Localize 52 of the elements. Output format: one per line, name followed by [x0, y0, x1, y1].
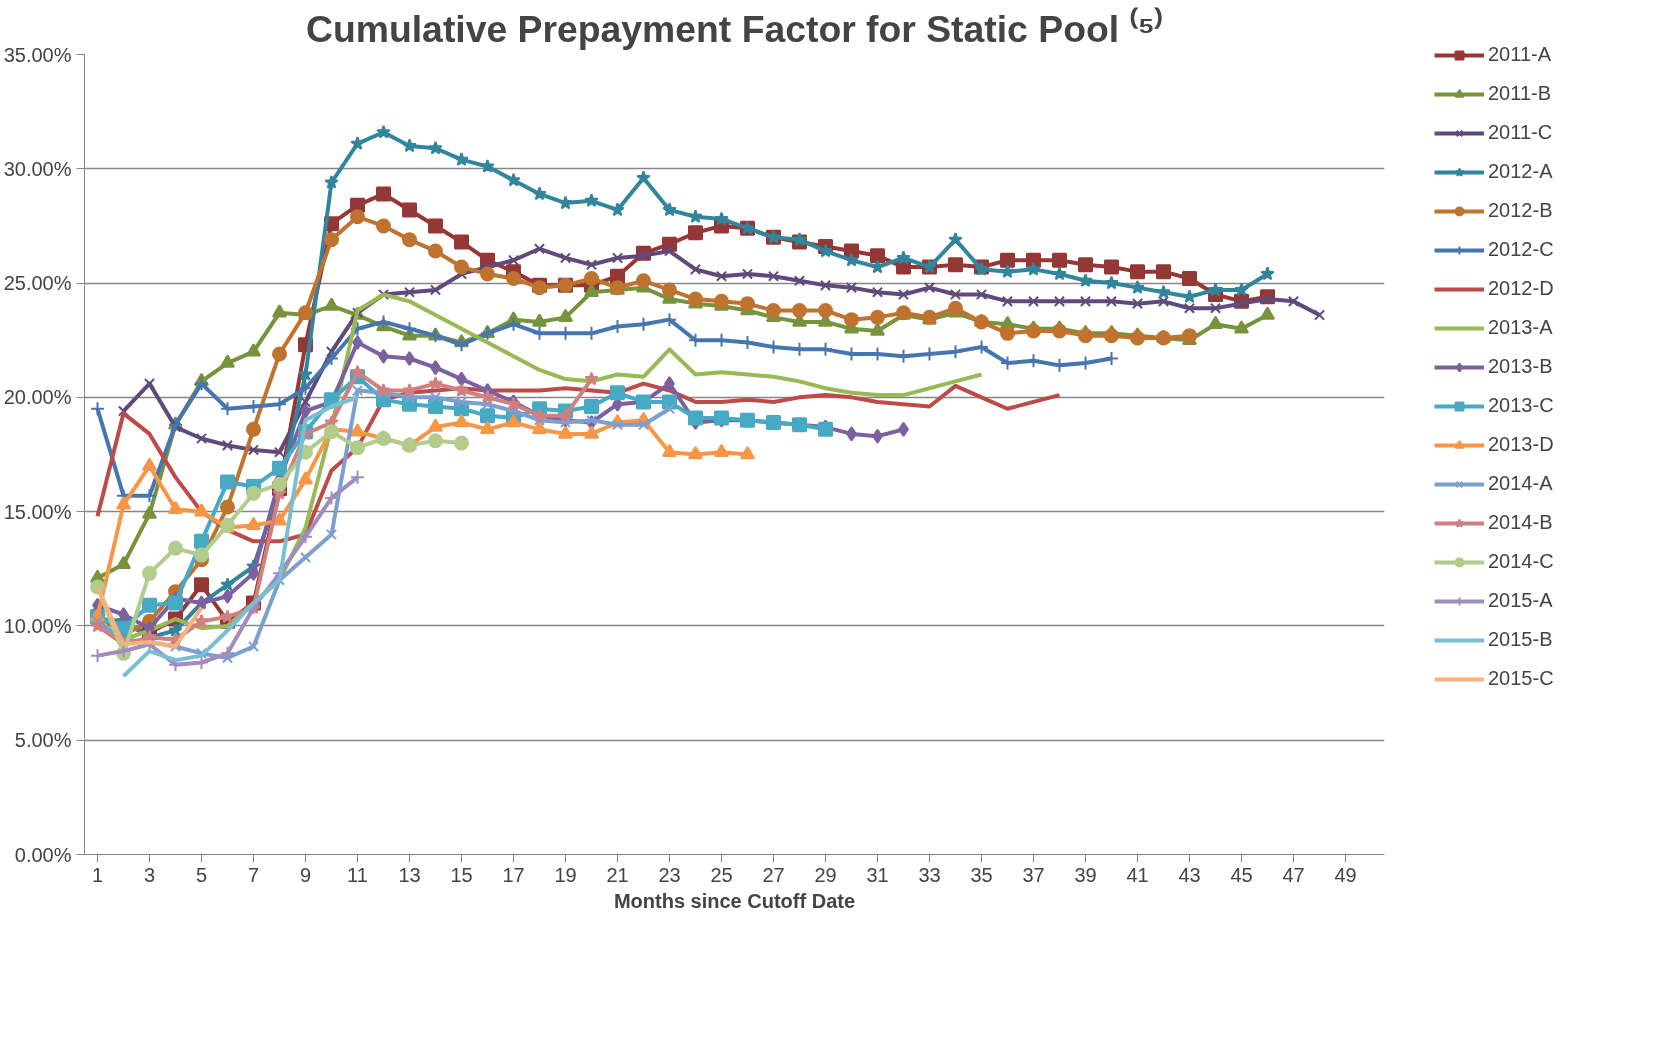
legend-label: 2013-D	[1488, 433, 1555, 457]
legend-label: 2011-A	[1488, 43, 1552, 67]
x-tick-label: 11	[347, 863, 368, 886]
legend-label: 2013-A	[1488, 316, 1554, 340]
legend-label: 2015-C	[1488, 667, 1555, 691]
x-tick-label: 33	[918, 863, 941, 886]
legend-label: 2012-B	[1488, 199, 1554, 223]
y-tick-label: 15.00%	[3, 500, 72, 523]
legend-label: 2014-C	[1488, 550, 1555, 574]
x-tick-label: 35	[970, 863, 993, 886]
x-tick-label: 45	[1230, 863, 1253, 886]
y-tick-label: 0.00%	[14, 843, 72, 866]
x-tick-label: 3	[143, 863, 156, 886]
x-tick-label: 43	[1178, 863, 1201, 886]
x-tick-label: 41	[1126, 863, 1149, 886]
legend-label: 2014-B	[1488, 511, 1554, 535]
legend-label: 2013-B	[1488, 355, 1554, 379]
x-tick-label: 1	[91, 863, 104, 886]
legend-label: 2013-C	[1488, 394, 1555, 418]
legend-label: 2011-C	[1488, 121, 1554, 145]
x-tick-label: 7	[247, 863, 260, 886]
x-tick-label: 29	[814, 863, 837, 886]
legend-label: 2012-C	[1488, 238, 1555, 262]
x-tick-label: 23	[658, 863, 681, 886]
x-tick-label: 31	[866, 863, 889, 886]
x-tick-label: 9	[299, 863, 312, 886]
x-tick-label: 49	[1334, 863, 1357, 886]
legend-label: 2011-B	[1488, 82, 1552, 106]
legend-label: 2012-D	[1488, 277, 1555, 301]
x-tick-label: 27	[762, 863, 785, 886]
x-tick-label: 37	[1022, 863, 1045, 886]
y-tick-label: 25.00%	[3, 272, 72, 295]
x-tick-label: 47	[1282, 863, 1305, 886]
legend-label: 2012-A	[1488, 160, 1554, 184]
y-tick-label: 5.00%	[14, 729, 72, 752]
y-tick-label: 10.00%	[3, 614, 72, 637]
x-tick-label: 13	[398, 863, 421, 886]
y-tick-label: 35.00%	[3, 43, 72, 66]
y-tick-label: 20.00%	[3, 386, 72, 409]
x-tick-label: 17	[502, 863, 525, 886]
x-tick-label: 25	[710, 863, 733, 886]
chart-title: Cumulative Prepayment Factor for Static Pool ⁽⁵⁾	[305, 6, 1164, 50]
x-axis-title: Months since Cutoff Date	[613, 889, 856, 912]
x-tick-label: 15	[450, 863, 473, 886]
x-tick-label: 39	[1074, 863, 1097, 886]
x-tick-label: 19	[554, 863, 577, 886]
legend-label: 2015-A	[1488, 589, 1554, 613]
y-tick-label: 30.00%	[3, 157, 72, 180]
x-tick-label: 5	[195, 863, 208, 886]
legend-label: 2015-B	[1488, 628, 1554, 652]
legend-label: 2014-A	[1488, 472, 1554, 496]
x-tick-label: 21	[606, 863, 629, 886]
